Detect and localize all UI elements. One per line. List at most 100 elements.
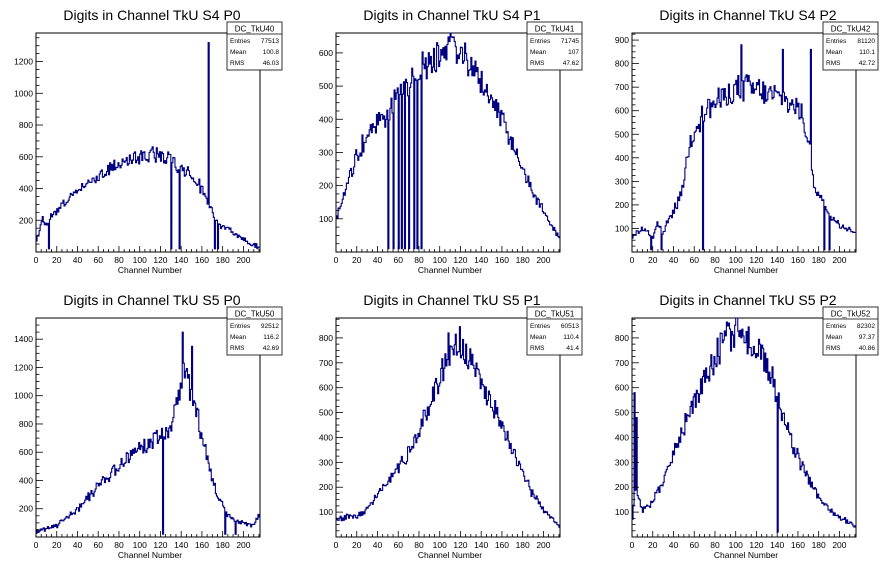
y-tick-label: 1000 xyxy=(14,391,33,401)
x-tick-label: 80 xyxy=(114,255,124,265)
x-tick-label: 100 xyxy=(729,255,743,265)
histogram-line xyxy=(336,326,560,528)
x-tick-label: 60 xyxy=(93,540,103,550)
y-tick-label: 1200 xyxy=(14,362,33,372)
x-tick-label: 140 xyxy=(474,540,488,550)
y-tick-label: 200 xyxy=(615,482,629,492)
chart-title: Digits in Channel TkU S4 P0 xyxy=(63,7,240,23)
x-tick-label: 80 xyxy=(414,255,424,265)
stats-value: 97.37 xyxy=(859,334,876,341)
y-tick-label: 500 xyxy=(319,81,333,91)
x-tick-label: 20 xyxy=(352,540,362,550)
y-tick-label: 700 xyxy=(319,358,333,368)
y-tick-label: 800 xyxy=(615,59,629,69)
x-axis: 0 20 40 60 80 100 120 140 160 180 200 Channel Numbe… xyxy=(334,246,560,275)
stats-value: 110.4 xyxy=(563,334,579,341)
x-tick-label: 180 xyxy=(516,540,530,550)
y-tick-label: 100 xyxy=(319,214,333,224)
stats-value: 71745 xyxy=(561,38,579,45)
y-tick-label: 400 xyxy=(319,432,333,442)
x-tick-label: 40 xyxy=(73,255,83,265)
y-tick-label: 500 xyxy=(615,408,629,418)
x-tick-label: 60 xyxy=(689,255,699,265)
y-tick-label: 400 xyxy=(319,114,333,124)
stats-box: DC_TkU40 Entries 77513 Mean 100.8 RMS 46.03 xyxy=(226,21,283,71)
x-tick-label: 120 xyxy=(453,540,467,550)
x-tick-label: 120 xyxy=(453,255,467,265)
stats-box-frame xyxy=(526,21,583,71)
x-tick-label: 40 xyxy=(373,255,383,265)
stats-value: 82302 xyxy=(857,323,875,330)
y-axis: 100 200 300 400 500 600 xyxy=(319,35,343,253)
y-tick-label: 800 xyxy=(319,333,333,343)
y-tick-label: 500 xyxy=(615,129,629,139)
y-axis: 200 400 600 800 1000 1200 xyxy=(14,37,43,253)
chart-title: Digits in Channel TkU S4 P1 xyxy=(363,7,540,23)
y-tick-label: 400 xyxy=(19,475,33,485)
x-tick-label: 0 xyxy=(630,255,635,265)
histogram-panel-3: Digits in Channel TkU S4 P20 20 40 60 80 100 1… xyxy=(615,7,879,275)
y-tick-label: 300 xyxy=(319,457,333,467)
x-tick-label: 200 xyxy=(832,540,846,550)
x-axis-label: Channel Number xyxy=(118,550,182,560)
x-tick-label: 200 xyxy=(536,540,550,550)
x-tick-label: 80 xyxy=(414,540,424,550)
y-axis: 100 200 300 400 500 600 700 800 xyxy=(319,318,343,538)
x-tick-label: 120 xyxy=(749,255,763,265)
stats-box: DC_TkU50 Entries 92512 Mean 116.2 RMS 42.69 xyxy=(226,306,283,356)
x-axis: 0 20 40 60 80 100 120 140 160 180 200 Channel Numbe… xyxy=(630,531,856,560)
x-tick-label: 180 xyxy=(516,255,530,265)
x-tick-label: 140 xyxy=(174,255,188,265)
x-tick-label: 60 xyxy=(393,540,403,550)
y-tick-label: 400 xyxy=(615,432,629,442)
y-tick-label: 1400 xyxy=(14,334,33,344)
x-tick-label: 140 xyxy=(474,255,488,265)
y-tick-label: 700 xyxy=(615,358,629,368)
y-tick-label: 200 xyxy=(19,215,33,225)
stats-name: DC_TkU50 xyxy=(235,310,275,319)
stats-name: DC_TkU42 xyxy=(831,25,871,34)
x-tick-label: 0 xyxy=(630,540,635,550)
stats-box-frame xyxy=(822,21,879,71)
y-tick-label: 600 xyxy=(19,152,33,162)
x-tick-label: 160 xyxy=(791,540,805,550)
x-tick-label: 20 xyxy=(352,255,362,265)
stats-label: Mean xyxy=(230,334,247,341)
chart-title: Digits in Channel TkU S5 P1 xyxy=(363,292,540,308)
x-axis-label: Channel Number xyxy=(714,265,778,275)
stats-label: Entries xyxy=(530,323,551,330)
y-tick-label: 200 xyxy=(615,200,629,210)
y-tick-label: 300 xyxy=(615,176,629,186)
x-tick-label: 120 xyxy=(153,540,167,550)
x-tick-label: 140 xyxy=(174,540,188,550)
x-axis: 0 20 40 60 80 100 120 140 160 180 200 Channel Numbe… xyxy=(334,531,560,560)
x-tick-label: 60 xyxy=(93,255,103,265)
x-tick-label: 200 xyxy=(236,540,250,550)
stats-value: 92512 xyxy=(261,323,279,330)
y-tick-label: 100 xyxy=(615,223,629,233)
stats-box-frame xyxy=(226,21,283,71)
chart-title: Digits in Channel TkU S4 P2 xyxy=(659,7,836,23)
stats-label: Mean xyxy=(826,334,843,341)
histogram-line xyxy=(336,32,560,250)
stats-name: DC_TkU41 xyxy=(535,25,575,34)
x-tick-label: 20 xyxy=(648,255,658,265)
y-tick-label: 200 xyxy=(319,181,333,191)
stats-value: 42.72 xyxy=(859,60,876,67)
y-axis: 100 200 300 400 500 600 700 800 xyxy=(615,318,639,538)
y-tick-label: 400 xyxy=(19,184,33,194)
y-tick-label: 1000 xyxy=(14,88,33,98)
x-tick-label: 60 xyxy=(689,540,699,550)
x-tick-label: 120 xyxy=(749,540,763,550)
histogram-line xyxy=(632,317,856,533)
x-tick-label: 200 xyxy=(236,255,250,265)
y-tick-label: 600 xyxy=(615,383,629,393)
x-tick-label: 160 xyxy=(791,255,805,265)
y-tick-label: 1200 xyxy=(14,57,33,67)
x-tick-label: 40 xyxy=(669,255,679,265)
x-tick-label: 40 xyxy=(669,540,679,550)
stats-value: 116.2 xyxy=(263,334,279,341)
stats-label: RMS xyxy=(826,345,841,352)
y-tick-label: 600 xyxy=(19,447,33,457)
y-axis: 200 400 600 800 1000 1200 1400 xyxy=(14,317,43,538)
